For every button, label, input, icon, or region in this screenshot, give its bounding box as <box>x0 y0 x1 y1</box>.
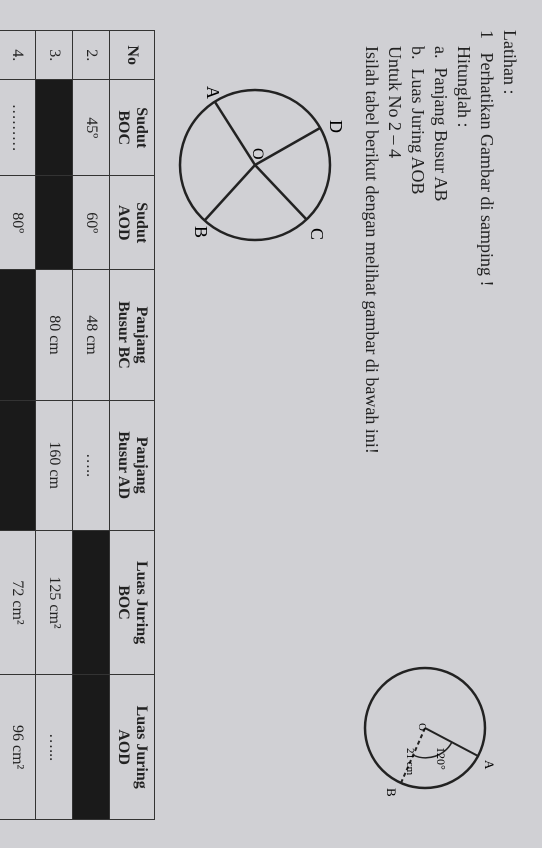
table-header-row: No Sudut BOC Sudut AOD Panjang Busur BC … <box>110 31 155 820</box>
item-a: a. <box>431 46 451 59</box>
small-radius: 21 cm <box>404 748 416 776</box>
q1-text: Perhatikan Gambar di samping ! <box>477 53 497 287</box>
cell: 160 cm <box>36 400 73 530</box>
th-juring-aod: Luas Juring AOD <box>110 675 155 820</box>
small-O: O <box>416 723 428 731</box>
item-b-label: Luas Juring AOB <box>408 69 428 195</box>
label-A: A <box>203 86 223 99</box>
cell-no: 2. <box>73 31 110 80</box>
th-juring-boc: Luas Juring BOC <box>110 530 155 675</box>
cell: 80 cm <box>36 270 73 400</box>
table-row: 2. 45º 60º 48 cm ….. <box>73 31 110 820</box>
cell-black <box>0 270 36 400</box>
label-O: O <box>249 148 266 160</box>
diagram-circle-sectors: O C D A B <box>165 70 355 260</box>
th-busur-ad: Panjang Busur AD <box>110 400 155 530</box>
cell: 48 cm <box>73 270 110 400</box>
cell: 80º <box>0 176 36 270</box>
cell: 60º <box>73 176 110 270</box>
diagram-circle-sector-120: O A B 120° 21 cm <box>345 648 505 818</box>
th-no: No <box>110 31 155 80</box>
table-row: 3. 80 cm 160 cm 125 cm² …... <box>36 31 73 820</box>
label-D: D <box>326 120 346 133</box>
cell-no: 3. <box>36 31 73 80</box>
label-C: C <box>307 228 327 240</box>
label-B: B <box>191 226 211 238</box>
q1-number: 1 <box>477 30 497 39</box>
data-table: No Sudut BOC Sudut AOD Panjang Busur BC … <box>0 30 155 820</box>
cell-black <box>0 400 36 530</box>
item-b: b. <box>408 46 428 60</box>
table-row: 4. ……… 80º 72 cm² 96 cm² <box>0 31 36 820</box>
cell-black <box>73 530 110 675</box>
cell: ….. <box>73 400 110 530</box>
cell: 72 cm² <box>0 530 36 675</box>
cell-black <box>36 80 73 176</box>
cell-no: 4. <box>0 31 36 80</box>
cell: 45º <box>73 80 110 176</box>
cell-black <box>73 675 110 820</box>
small-A: A <box>482 760 497 770</box>
th-sudut-aod: Sudut AOD <box>110 176 155 270</box>
small-B: B <box>384 788 399 797</box>
cell: 125 cm² <box>36 530 73 675</box>
item-a-label: Panjang Busur AB <box>431 68 451 202</box>
th-sudut-boc: Sudut BOC <box>110 80 155 176</box>
cell: 96 cm² <box>0 675 36 820</box>
cell: ……… <box>0 80 36 176</box>
small-angle: 120° <box>434 747 448 770</box>
cell: …... <box>36 675 73 820</box>
th-busur-bc: Panjang Busur BC <box>110 270 155 400</box>
cell-black <box>36 176 73 270</box>
